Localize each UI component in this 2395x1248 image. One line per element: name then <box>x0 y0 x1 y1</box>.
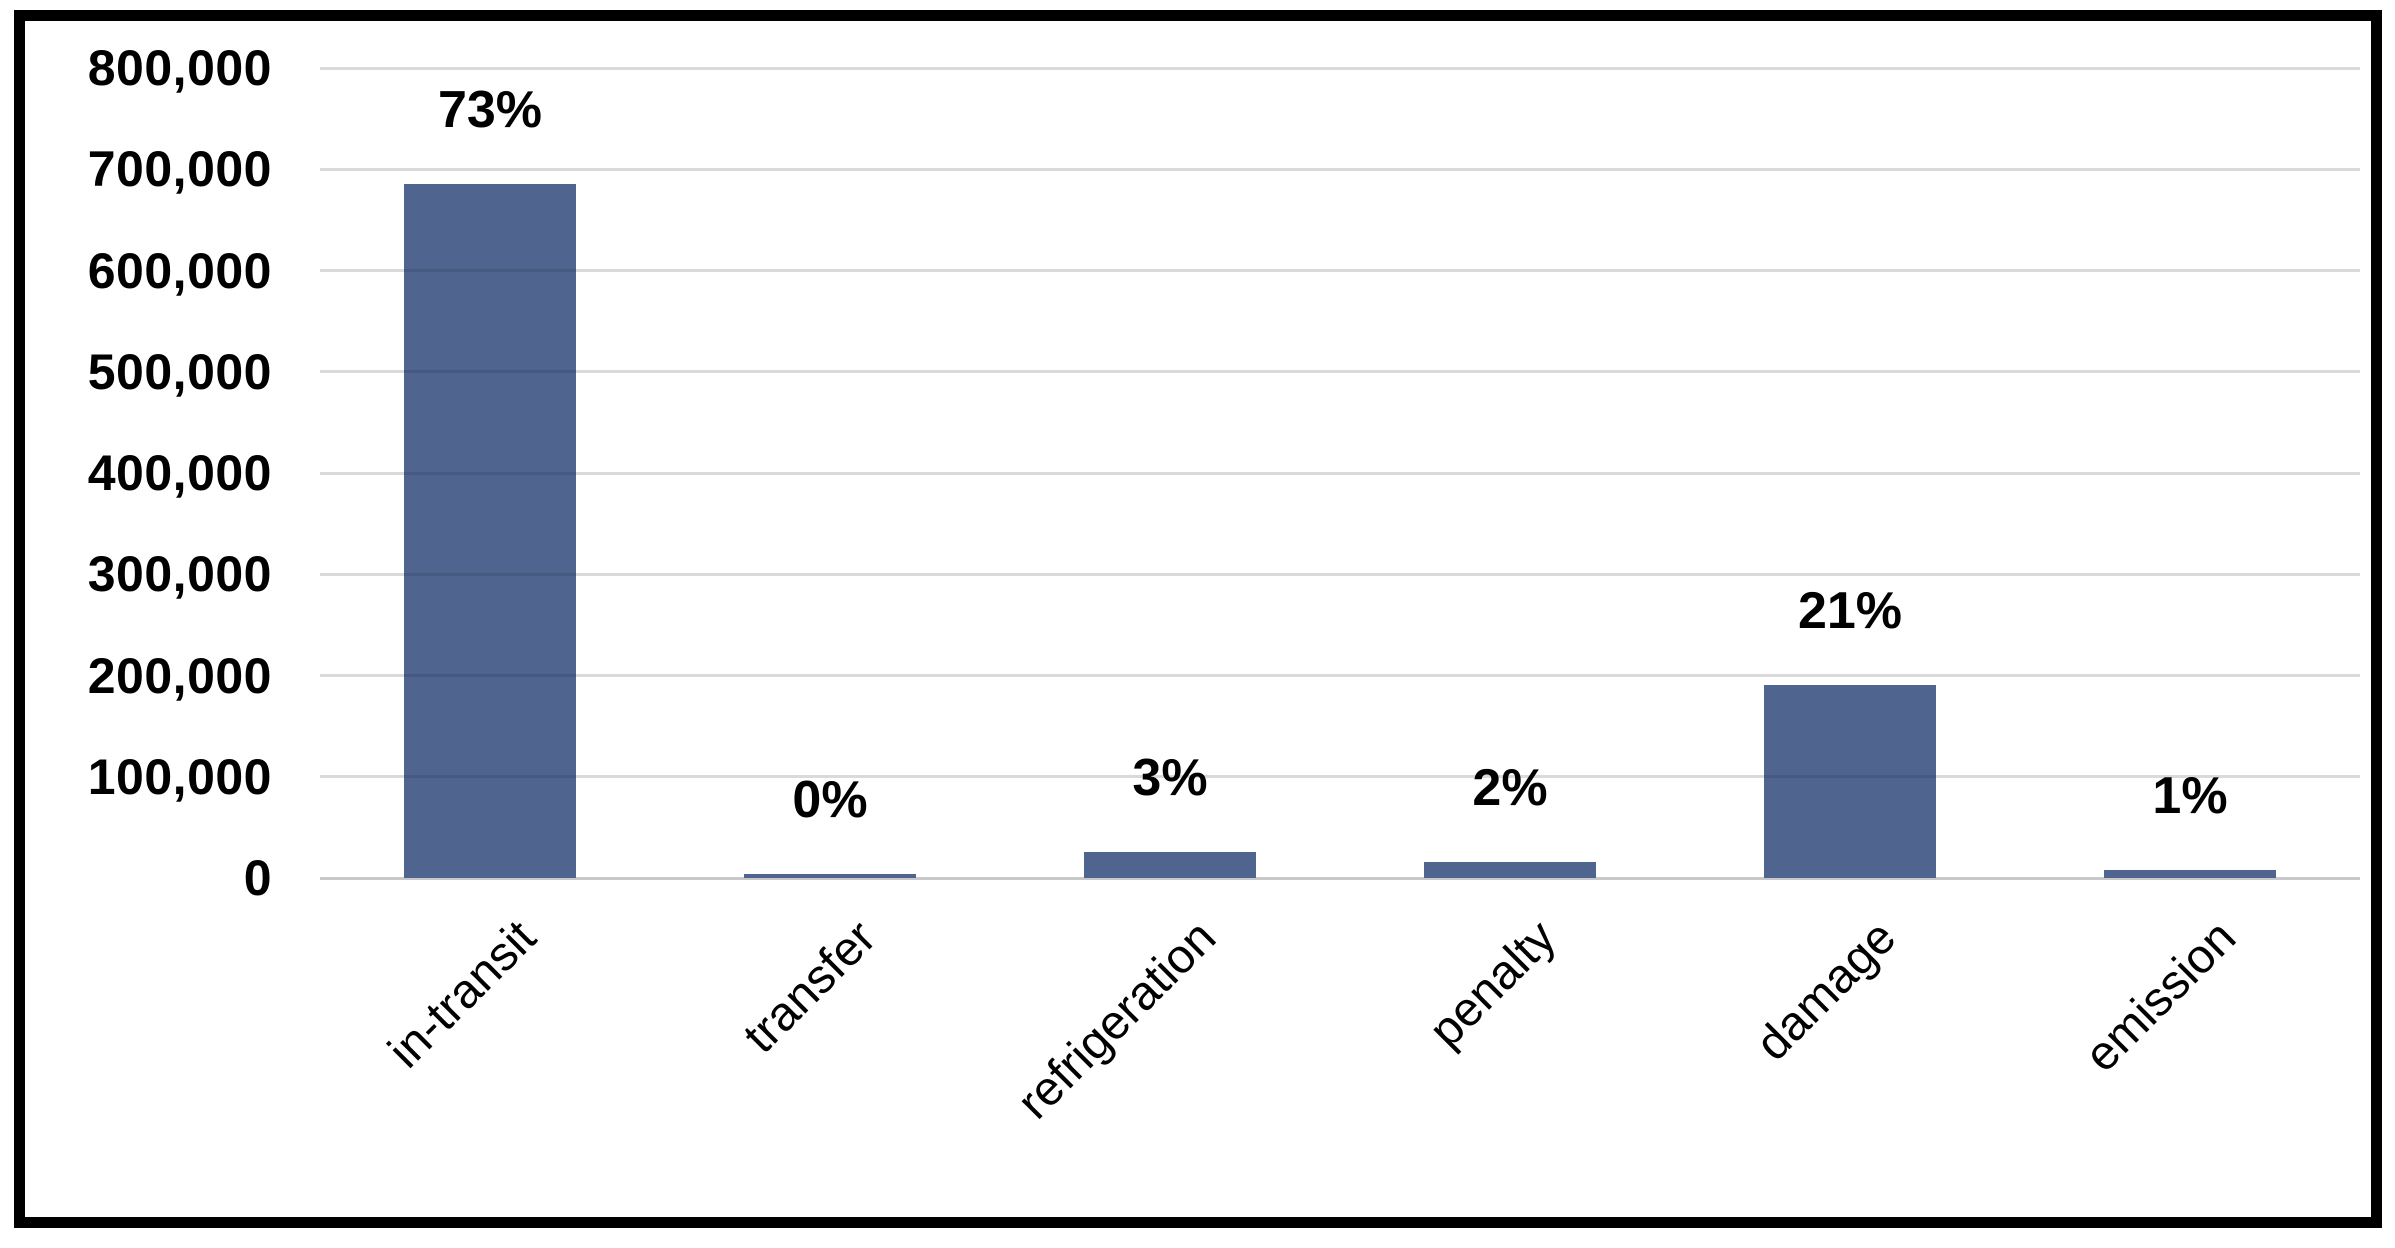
bar-value-label: 21% <box>1797 582 1903 640</box>
bar-gridline-overlay <box>404 775 576 779</box>
gridline <box>320 572 2360 576</box>
y-axis-tick-label: 800,000 <box>87 40 272 96</box>
bar-gridline-overlay <box>404 471 576 475</box>
gridline <box>320 370 2360 374</box>
y-axis-tick-label: 500,000 <box>87 343 272 400</box>
bar <box>744 874 916 878</box>
bar-gridline-overlay <box>404 370 576 374</box>
gridline <box>320 674 2360 677</box>
y-axis-tick-label: 700,000 <box>87 141 272 198</box>
bar-value-label: 73% <box>437 81 543 139</box>
bar-value-label: 1% <box>2152 767 2228 825</box>
bar-value-label: 3% <box>1132 749 1208 807</box>
gridline <box>320 167 2360 171</box>
y-axis-tick-label: 200,000 <box>87 647 272 704</box>
bar-gridline-overlay <box>404 674 576 677</box>
bar <box>404 184 576 878</box>
gridline <box>320 471 2360 475</box>
bar-value-label: 0% <box>792 771 868 829</box>
bar-gridline-overlay <box>1764 775 1936 779</box>
gridline <box>320 775 2360 779</box>
bar <box>2104 870 2276 878</box>
bar <box>1424 862 1596 878</box>
y-axis-tick-label: 300,000 <box>87 546 272 603</box>
y-axis-tick-label: 0 <box>243 850 272 906</box>
gridline <box>320 66 2360 70</box>
y-axis-tick-label: 600,000 <box>87 242 272 299</box>
bar <box>1084 852 1256 878</box>
axis-baseline <box>320 876 2360 880</box>
y-axis-tick-label: 400,000 <box>87 445 272 501</box>
bar <box>1764 685 1936 878</box>
bar-value-label: 2% <box>1472 759 1548 817</box>
chart-frame <box>14 10 2382 1228</box>
y-axis-tick-label: 100,000 <box>87 748 272 805</box>
gridline <box>320 269 2360 272</box>
bar-gridline-overlay <box>404 269 576 272</box>
bar-gridline-overlay <box>404 572 576 576</box>
